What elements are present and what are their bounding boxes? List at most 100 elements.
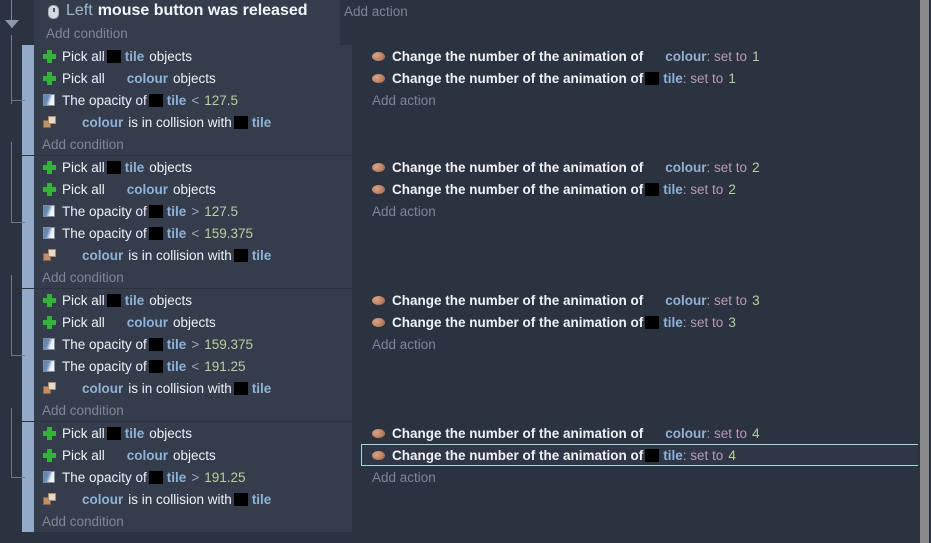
condition-row[interactable]: Pick all colour objects <box>34 311 352 333</box>
action-row[interactable]: Change the number of the animation of til… <box>362 311 931 333</box>
condition-value: 159.375 <box>204 225 254 241</box>
action-text: Change the number of the animation of <box>392 70 644 86</box>
action-value: 2 <box>728 181 736 197</box>
object-name: tile <box>663 447 683 463</box>
add-condition-button[interactable]: Add condition <box>34 133 352 155</box>
plus-icon <box>43 293 56 307</box>
object-thumbnail <box>148 226 163 240</box>
condition-text: is in collision with <box>128 491 232 507</box>
object-name: colour <box>665 48 707 64</box>
subevent-rail-3[interactable] <box>22 289 34 421</box>
condition-row[interactable]: colour is in collision with tile <box>34 244 352 266</box>
condition-row[interactable]: The opacity of tile >127.5 <box>34 200 352 222</box>
plus-icon <box>43 71 56 85</box>
action-text: Change the number of the animation of <box>392 425 644 441</box>
object-thumbnail <box>148 204 163 218</box>
condition-row[interactable]: Pick all tile objects <box>34 45 352 67</box>
opacity-icon <box>43 338 55 350</box>
condition-suffix: objects <box>149 292 193 308</box>
add-condition-label: Add condition <box>46 25 128 41</box>
condition-row[interactable]: Pick all colour objects <box>34 178 352 200</box>
subevent-rail-4[interactable] <box>22 422 34 532</box>
condition-row[interactable]: colour is in collision with tile <box>34 377 352 399</box>
tree-line-vertical <box>11 275 12 355</box>
vertical-scrollbar[interactable] <box>918 0 931 543</box>
condition-row[interactable]: Pick all tile objects <box>34 289 352 311</box>
subevent-rail-2[interactable] <box>22 156 34 288</box>
object-name-a: colour <box>82 491 124 507</box>
condition-text: is in collision with <box>128 114 232 130</box>
condition-row[interactable]: colour is in collision with tile <box>34 488 352 510</box>
top-event-add-action[interactable]: Add action <box>344 0 919 22</box>
object-thumbnail <box>645 448 660 462</box>
condition-row[interactable]: The opacity of tile >159.375 <box>34 333 352 355</box>
action-row[interactable]: Change the number of the animation of til… <box>362 178 931 200</box>
action-icon <box>372 51 385 61</box>
comparison-operator: > <box>191 469 200 485</box>
action-text: Change the number of the animation of <box>392 48 644 64</box>
condition-text: Pick all <box>62 447 105 463</box>
add-action-button[interactable]: Add action <box>362 200 931 222</box>
object-thumbnail <box>106 293 121 307</box>
mouse-icon <box>48 4 59 19</box>
condition-row[interactable]: The opacity of tile >191.25 <box>34 466 352 488</box>
add-condition-button[interactable]: Add condition <box>34 399 352 421</box>
tree-root-line <box>11 0 12 28</box>
collapse-arrow-icon[interactable] <box>5 20 19 28</box>
action-row-selected[interactable]: Change the number of the animation of til… <box>361 444 931 466</box>
object-thumbnail <box>233 115 248 129</box>
top-event-panel <box>34 0 340 45</box>
condition-text: Pick all <box>62 70 105 86</box>
condition-row[interactable]: colour is in collision with tile <box>34 111 352 133</box>
object-thumbnail-empty <box>645 161 661 174</box>
top-event-condition-row[interactable]: Left mouse button was released <box>46 0 340 22</box>
condition-text: The opacity of <box>62 336 147 352</box>
action-row[interactable]: Change the number of the animation of col… <box>362 156 931 178</box>
condition-row[interactable]: The opacity of tile <159.375 <box>34 222 352 244</box>
plus-icon <box>43 448 56 462</box>
object-thumbnail <box>233 492 248 506</box>
top-event-add-condition[interactable]: Add condition <box>46 22 340 44</box>
condition-row[interactable]: Pick all colour objects <box>34 67 352 89</box>
object-name: tile <box>124 425 145 441</box>
object-name: tile <box>166 469 187 485</box>
action-value: 4 <box>752 425 760 441</box>
add-action-label: Add action <box>344 3 408 19</box>
top-condition-text: mouse button was released <box>97 2 308 19</box>
object-thumbnail <box>645 71 660 85</box>
condition-value: 191.25 <box>204 469 246 485</box>
scrollbar-thumb[interactable] <box>920 0 929 543</box>
object-name: tile <box>166 203 187 219</box>
action-icon <box>372 317 385 327</box>
action-text: Change the number of the animation of <box>392 292 644 308</box>
subevent-rail-1[interactable] <box>22 45 34 155</box>
action-row[interactable]: Change the number of the animation of col… <box>362 422 931 444</box>
object-thumbnail-empty <box>645 427 661 440</box>
add-condition-button[interactable]: Add condition <box>34 266 352 288</box>
add-action-label: Add action <box>372 469 436 485</box>
condition-suffix: objects <box>173 314 216 330</box>
add-action-label: Add action <box>372 203 436 219</box>
add-action-button[interactable]: Add action <box>362 466 931 488</box>
object-name: tile <box>124 48 145 64</box>
plus-icon <box>43 182 56 196</box>
object-name: tile <box>663 70 683 86</box>
condition-row[interactable]: Pick all tile objects <box>34 422 352 444</box>
action-row[interactable]: Change the number of the animation of col… <box>362 45 931 67</box>
action-row[interactable]: Change the number of the animation of col… <box>362 289 931 311</box>
action-set-label: : set to <box>682 314 724 330</box>
action-set-label: : set to <box>706 159 748 175</box>
action-value: 2 <box>752 159 760 175</box>
add-action-button[interactable]: Add action <box>362 89 931 111</box>
condition-row[interactable]: The opacity of tile <191.25 <box>34 355 352 377</box>
condition-suffix: objects <box>173 70 216 86</box>
condition-row[interactable]: Pick all tile objects <box>34 156 352 178</box>
condition-value: 191.25 <box>204 358 246 374</box>
condition-row[interactable]: Pick all colour objects <box>34 444 352 466</box>
condition-row[interactable]: The opacity of tile <127.5 <box>34 89 352 111</box>
action-row[interactable]: Change the number of the animation of til… <box>362 67 931 89</box>
plus-icon <box>43 315 56 329</box>
action-icon <box>372 295 385 305</box>
add-condition-button[interactable]: Add condition <box>34 510 352 532</box>
add-action-button[interactable]: Add action <box>362 333 931 355</box>
